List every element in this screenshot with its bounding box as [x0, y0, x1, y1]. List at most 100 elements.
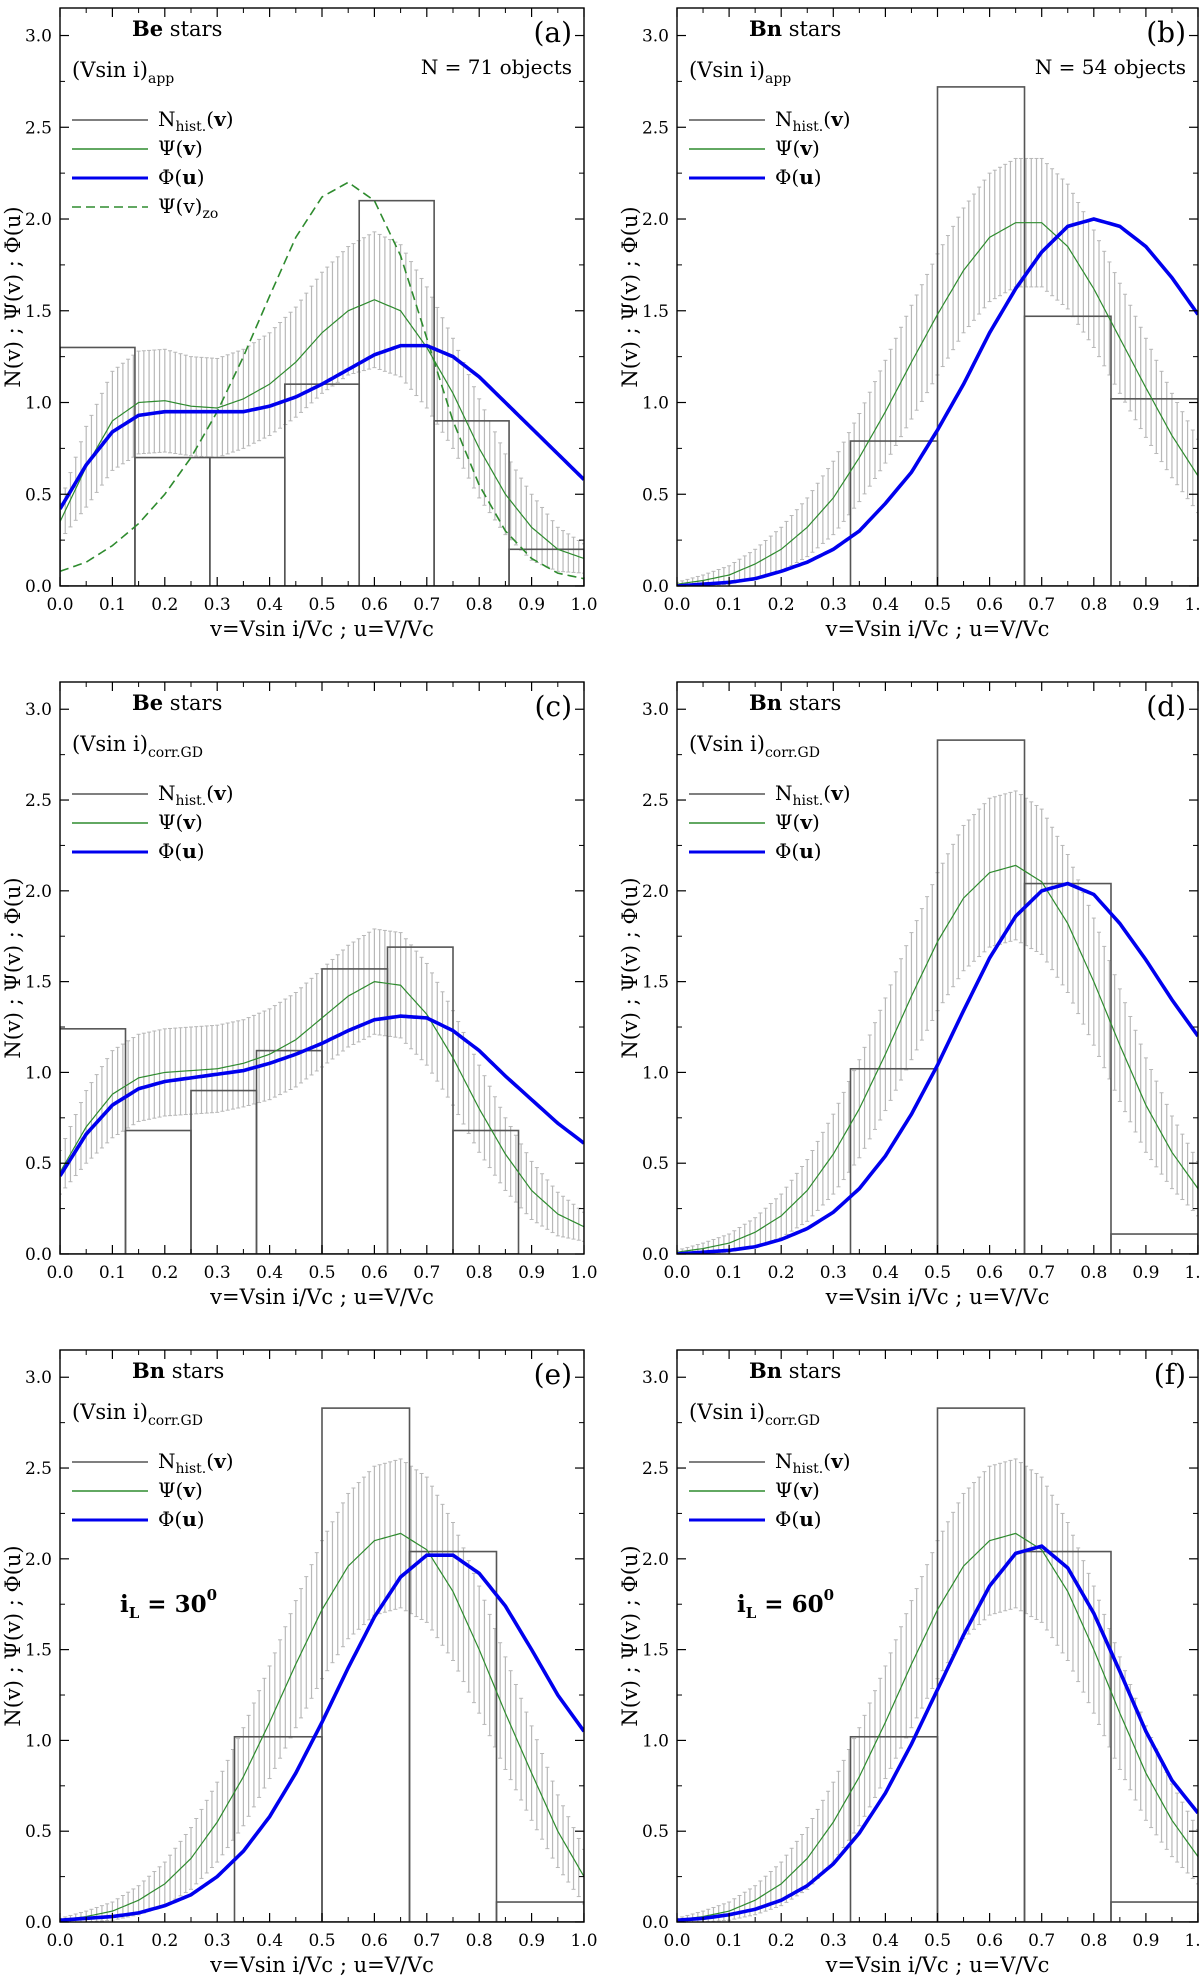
legend-label-phi: Φ(u): [775, 165, 822, 189]
y-tick-label: 0.5: [642, 1822, 669, 1842]
x-tick-label: 0.8: [1080, 595, 1107, 615]
x-tick-label: 0.1: [99, 1931, 126, 1951]
y-tick-label: 1.0: [642, 1063, 669, 1083]
x-tick-label: 1.0: [570, 1931, 597, 1951]
y-tick-label: 1.0: [25, 394, 52, 414]
x-tick-label: 0.5: [308, 595, 335, 615]
legend-label-phi: Φ(u): [158, 839, 205, 863]
panel-title: Be stars: [132, 690, 222, 715]
panel-title: Bn stars: [749, 690, 841, 715]
x-tick-label: 0.9: [1132, 1931, 1159, 1951]
x-axis: 0.0 0.1 0.2 0.3 0.4 0.5 0.6 0.7 0.8 0.9 1.0 v=Vsin …: [663, 682, 1200, 1309]
x-tick-label: 0.7: [1028, 595, 1055, 615]
x-axis: 0.0 0.1 0.2 0.3 0.4 0.5 0.6 0.7 0.8 0.9 1.0 v=Vsin …: [46, 1350, 598, 1977]
histogram-bar: [849, 440, 939, 586]
y-tick-label: 1.0: [642, 394, 669, 414]
x-axis-label: v=Vsin i/Vc ; u=V/Vc: [825, 617, 1050, 641]
x-tick-label: 0.1: [716, 1263, 743, 1283]
legend-label-psi: Ψ(v): [775, 810, 820, 834]
x-tick-label: 1.0: [570, 595, 597, 615]
x-tick-label: 0.9: [518, 1931, 545, 1951]
x-axis: 0.0 0.1 0.2 0.3 0.4 0.5 0.6 0.7 0.8 0.9 1.0 v=Vsin …: [663, 1350, 1200, 1977]
panel-tag: (a): [533, 16, 572, 49]
x-tick-label: 0.2: [151, 595, 178, 615]
psi-zo-curve: [60, 181, 584, 580]
panel-tag: (b): [1146, 16, 1186, 49]
inclination-label: iL = 300: [120, 1586, 217, 1622]
x-tick-label: 1.0: [1184, 1931, 1200, 1951]
x-tick-label: 0.0: [663, 1263, 690, 1283]
phi-curve: [677, 217, 1198, 586]
legend-label-hist: Nhist.(v): [158, 1449, 234, 1477]
panel-a: 0.0 0.1 0.2 0.3 0.4 0.5 0.6 0.7 0.8 0.9 1.0 v=Vsin …: [1, 7, 598, 641]
histogram-bar: [1110, 398, 1198, 586]
legend-label-hist: Nhist.(v): [775, 1449, 851, 1477]
x-tick-label: 0.8: [466, 1263, 493, 1283]
plot-area: [60, 181, 584, 586]
x-tick-label: 0.7: [413, 1263, 440, 1283]
x-tick-label: 0.5: [308, 1931, 335, 1951]
histogram-bar: [190, 1089, 258, 1254]
plot-area: [60, 1407, 584, 1922]
y-tick-label: 0.5: [642, 1154, 669, 1174]
histogram-bar: [1023, 1550, 1112, 1922]
histogram-bar: [134, 456, 211, 586]
histogram-bar: [849, 1067, 939, 1254]
histogram-bar: [452, 1129, 520, 1254]
y-tick-label: 0.5: [25, 485, 52, 505]
legend-label-hist: Nhist.(v): [158, 781, 234, 809]
histogram-bar: [1110, 1901, 1198, 1922]
x-axis: 0.0 0.1 0.2 0.3 0.4 0.5 0.6 0.7 0.8 0.9 1.0 v=Vsin …: [46, 8, 598, 641]
x-axis-label: v=Vsin i/Vc ; u=V/Vc: [209, 617, 434, 641]
y-tick-label: 0.0: [25, 1913, 52, 1933]
phi-curve: [677, 881, 1198, 1254]
panel-subtitle: (Vsin i)app: [72, 58, 174, 87]
x-tick-label: 0.8: [1080, 1263, 1107, 1283]
y-tick-label: 3.0: [25, 1368, 52, 1388]
x-tick-label: 0.4: [872, 1263, 899, 1283]
y-axis: 0.0 0.5 1.0 1.5 2.0 2.5 3.0 N(v) ; Ψ(v) ; Φ(u): [618, 1368, 1198, 1933]
panel-subtitle: (Vsin i)corr.GD: [72, 1400, 203, 1429]
x-tick-label: 0.2: [768, 595, 795, 615]
inclination-label: iL = 600: [737, 1586, 834, 1622]
panel-title: Bn stars: [749, 1358, 841, 1383]
x-axis-label: v=Vsin i/Vc ; u=V/Vc: [825, 1953, 1050, 1977]
plot-area: [677, 1407, 1198, 1922]
x-axis-label: v=Vsin i/Vc ; u=V/Vc: [825, 1285, 1050, 1309]
y-tick-label: 3.0: [642, 27, 669, 47]
histogram: [849, 86, 1198, 586]
x-tick-label: 0.3: [204, 1931, 231, 1951]
y-tick-label: 1.0: [25, 1731, 52, 1751]
histogram-bar: [233, 1735, 323, 1922]
y-tick-label: 0.0: [642, 1245, 669, 1265]
x-tick-label: 0.8: [466, 1931, 493, 1951]
y-tick-label: 2.0: [642, 882, 669, 902]
y-tick-label: 3.0: [25, 700, 52, 720]
legend-label-hist: Nhist.(v): [775, 781, 851, 809]
x-tick-label: 0.4: [256, 1931, 283, 1951]
phi-curve: [677, 1544, 1198, 1922]
panel-title: Be stars: [132, 16, 222, 41]
histogram-bar: [321, 1407, 411, 1922]
legend-label-zo: Ψ(v)zo: [158, 194, 218, 222]
y-tick-label: 3.0: [642, 700, 669, 720]
panel-tag: (e): [534, 1358, 572, 1391]
psi-curve: [60, 980, 584, 1228]
y-tick-label: 2.0: [642, 210, 669, 230]
y-axis: 0.0 0.5 1.0 1.5 2.0 2.5 3.0 N(v) ; Ψ(v) ; Φ(u): [1, 700, 584, 1265]
legend: Nhist.(v)Ψ(v) Φ(u): [689, 781, 851, 863]
y-tick-label: 2.5: [25, 791, 52, 811]
x-tick-label: 1.0: [1184, 595, 1200, 615]
histogram-bar: [255, 1049, 323, 1254]
histogram-bar: [209, 456, 286, 586]
y-axis-label: N(v) ; Ψ(v) ; Φ(u): [1, 1545, 25, 1726]
x-axis-label: v=Vsin i/Vc ; u=V/Vc: [209, 1953, 434, 1977]
n-objects: N = 71 objects: [421, 55, 572, 79]
y-tick-label: 1.5: [25, 302, 52, 322]
x-tick-label: 0.5: [924, 1263, 951, 1283]
histogram-bar: [408, 1550, 498, 1922]
x-tick-label: 0.0: [663, 1931, 690, 1951]
panel-tag: (c): [534, 690, 572, 723]
x-tick-label: 0.1: [99, 595, 126, 615]
